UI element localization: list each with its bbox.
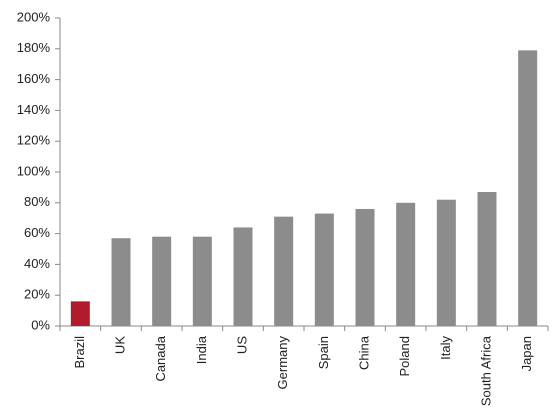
y-tick-label: 60% [24,225,50,240]
bar [436,199,456,326]
x-tick-label: Spain [316,336,331,369]
bar [518,50,538,327]
bar [477,192,497,326]
x-tick-label: US [234,336,249,354]
y-tick-label: 140% [17,102,51,117]
bar [274,216,294,326]
y-tick-label: 160% [17,71,51,86]
bar [70,301,90,326]
y-tick-label: 120% [17,133,51,148]
y-tick-label: 80% [24,194,50,209]
x-tick-label: China [356,335,371,370]
bar [233,227,253,326]
y-tick-label: 180% [17,40,51,55]
y-tick-label: 40% [24,256,50,271]
x-tick-label: UK [112,336,127,354]
bar [314,213,334,326]
y-tick-label: 0% [31,317,50,332]
x-tick-label: Japan [519,336,534,371]
bar [355,208,375,326]
x-tick-label: Italy [438,336,453,360]
x-tick-label: Germany [275,336,290,390]
x-tick-label: Brazil [72,336,87,369]
x-tick-label: South Africa [478,335,493,406]
x-tick-label: Canada [153,335,168,381]
bar [111,238,131,326]
bar [152,236,172,326]
y-tick-label: 100% [17,163,51,178]
bar [396,202,416,326]
y-tick-label: 20% [24,287,50,302]
bar [192,236,212,326]
x-tick-label: India [194,335,209,364]
x-tick-label: Poland [397,336,412,376]
y-tick-label: 200% [17,9,51,24]
